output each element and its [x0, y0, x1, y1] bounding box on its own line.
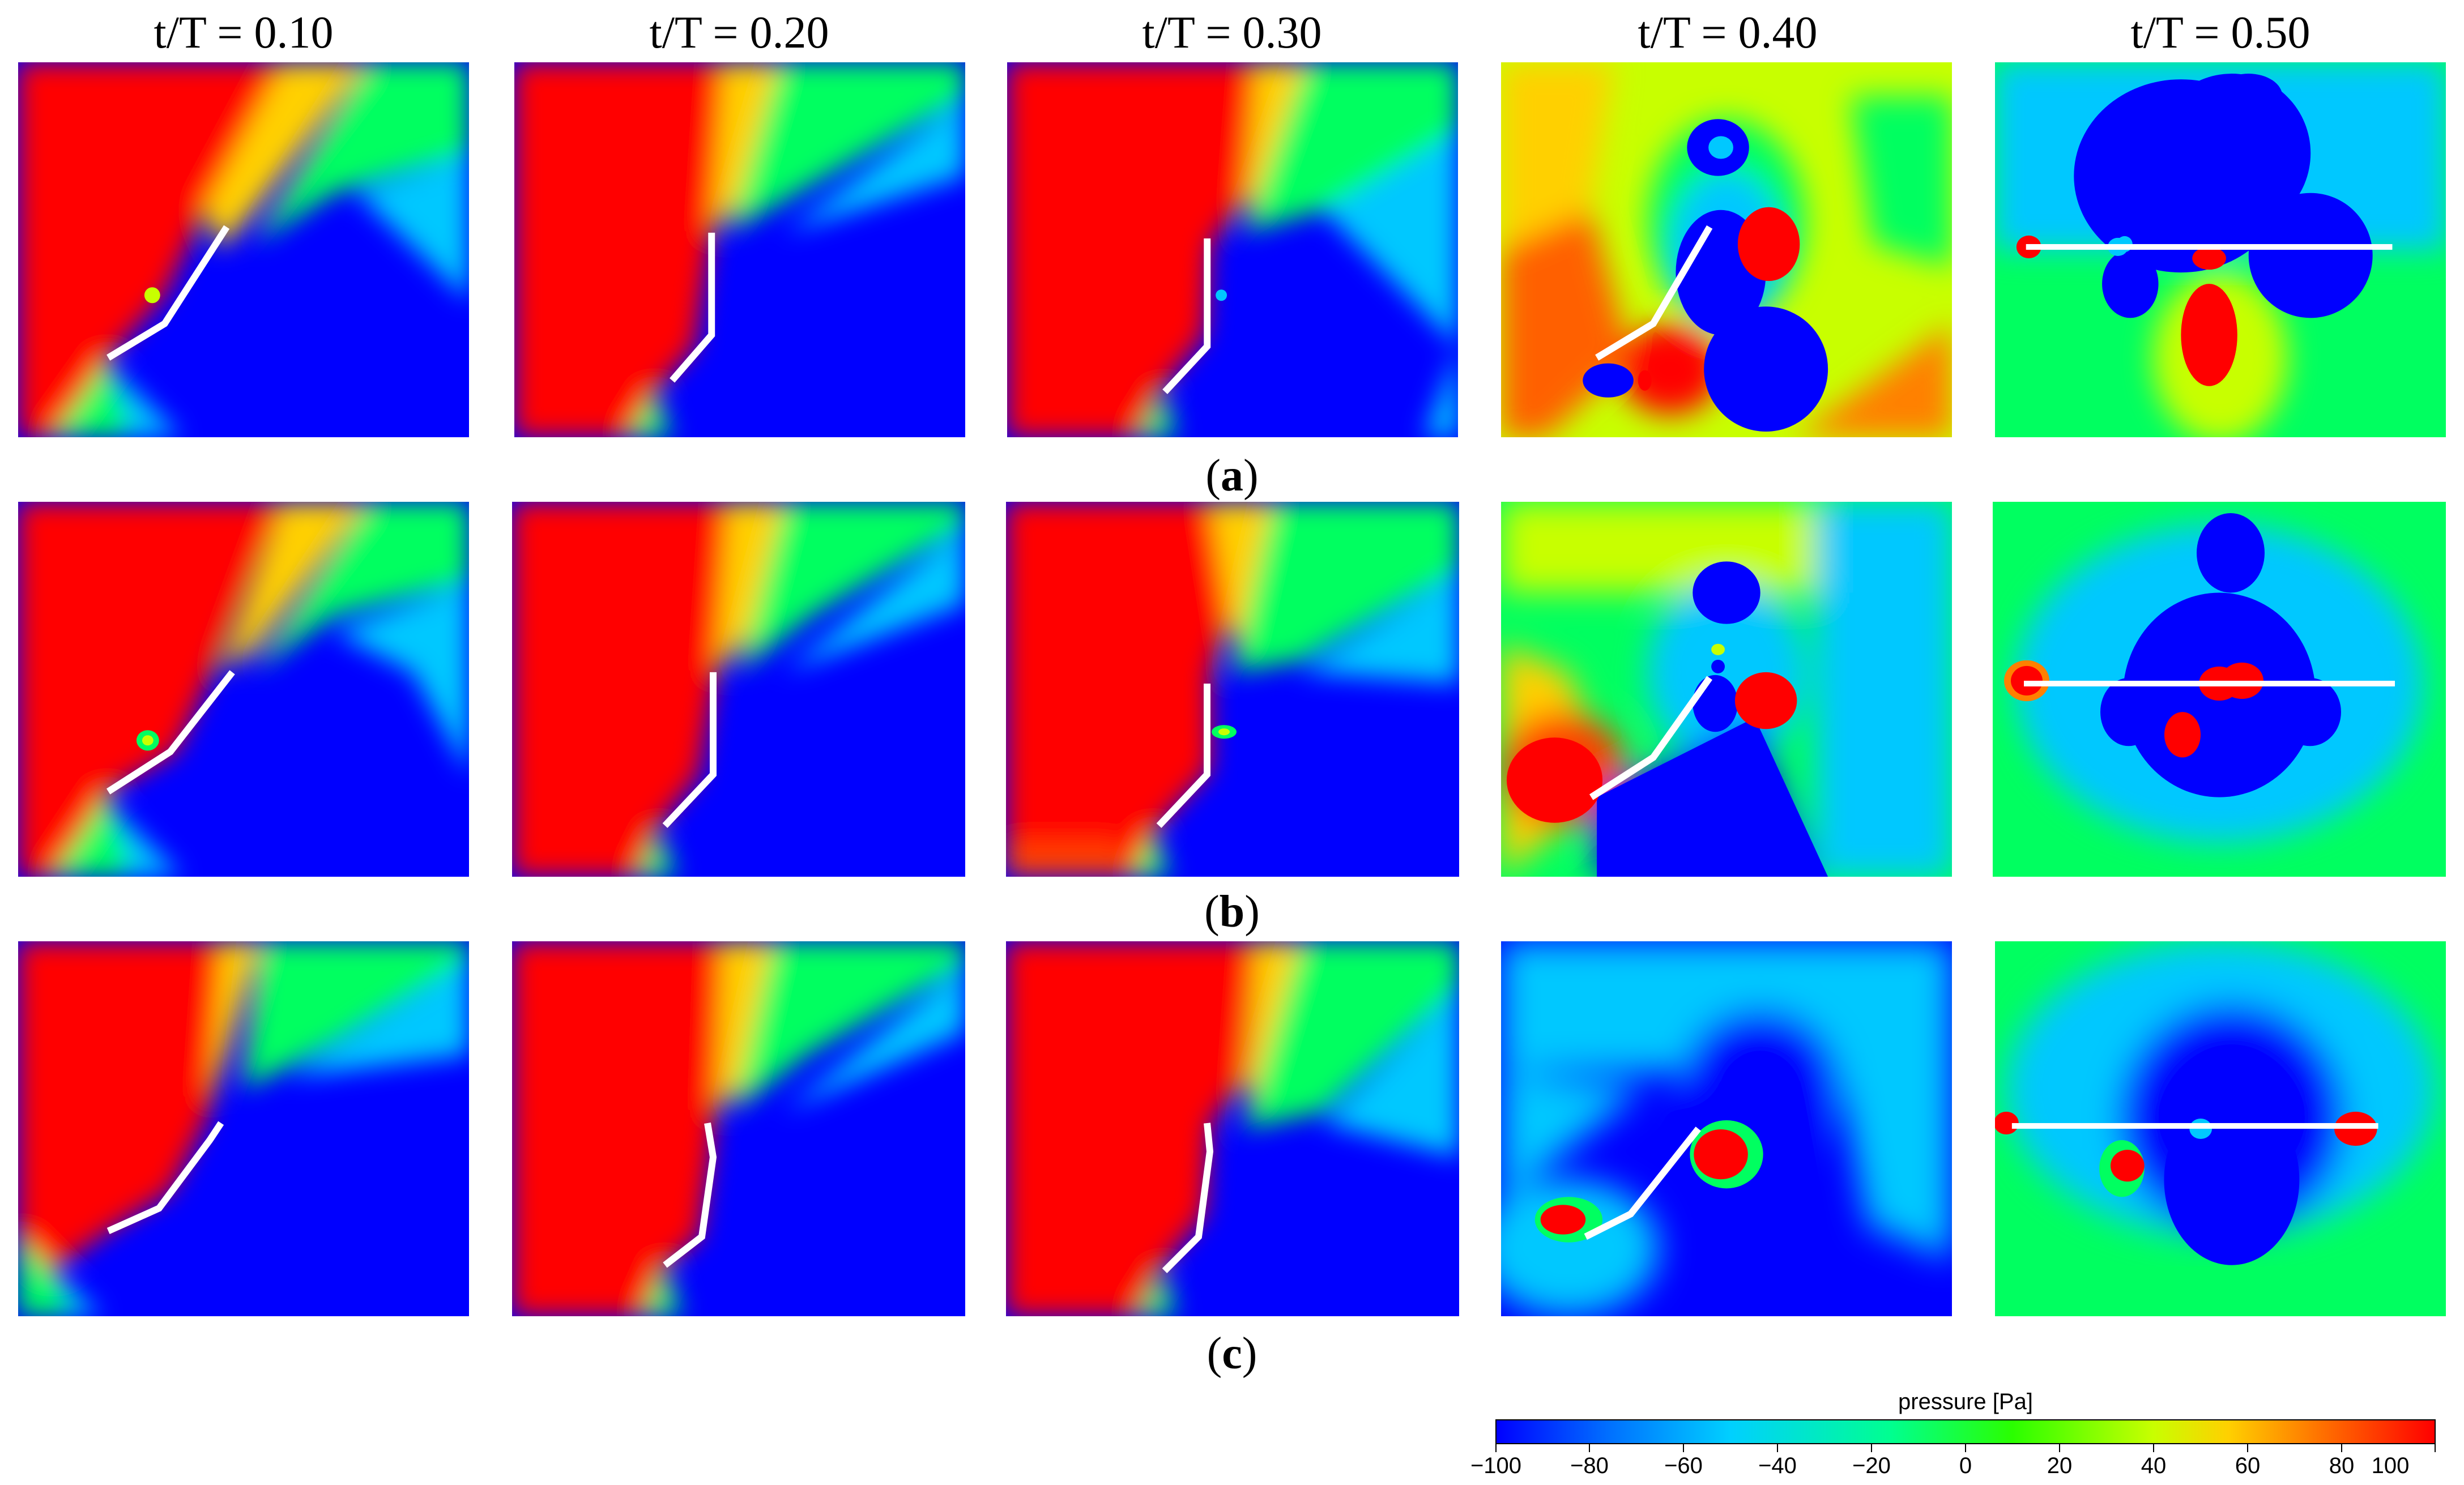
- colorbar-tick: [1495, 1444, 1497, 1452]
- row-label-b: (b): [1204, 887, 1260, 937]
- colorbar-tick-label: −20: [1852, 1453, 1891, 1478]
- contour-panel-b-2: [512, 502, 965, 877]
- contour-panel-c-5: [1995, 941, 2446, 1316]
- contour-panel-b-3: [1006, 502, 1459, 877]
- contour-panel-a-1: [18, 62, 469, 437]
- colorbar-tick-label: 80: [2329, 1453, 2355, 1478]
- column-title-2: t/T = 0.20: [649, 8, 829, 58]
- colorbar-tick: [1683, 1444, 1684, 1452]
- colorbar-tick-label: 0: [1959, 1453, 1972, 1478]
- contour-panel-c-1: [18, 941, 469, 1316]
- colorbar-tick-label: 20: [2047, 1453, 2073, 1478]
- colorbar-tick-label: −60: [1664, 1453, 1703, 1478]
- colorbar-tick: [2247, 1444, 2248, 1452]
- contour-panel-a-4: [1501, 62, 1952, 437]
- contour-panel-a-2: [514, 62, 965, 437]
- row-label-a: (a): [1205, 451, 1259, 501]
- colorbar-tick-label: 100: [2371, 1453, 2410, 1478]
- colorbar-tick-label: −40: [1758, 1453, 1797, 1478]
- column-title-3: t/T = 0.30: [1142, 8, 1322, 58]
- contour-panel-c-2: [512, 941, 965, 1316]
- colorbar-tick: [2341, 1444, 2342, 1452]
- contour-panel-b-1: [18, 502, 469, 877]
- contour-panel-b-4: [1501, 502, 1952, 877]
- contour-panel-c-3: [1006, 941, 1459, 1316]
- colorbar-tick: [1965, 1444, 1966, 1452]
- contour-panel-b-5: [1993, 502, 2446, 877]
- colorbar-tick: [2435, 1444, 2436, 1452]
- column-title-1: t/T = 0.10: [154, 8, 334, 58]
- contour-panel-c-4: [1501, 941, 1952, 1316]
- colorbar-tick: [2153, 1444, 2154, 1452]
- colorbar-gradient: [1495, 1419, 2436, 1444]
- colorbar-title: pressure [Pa]: [1898, 1389, 2033, 1414]
- contour-panel-a-5: [1995, 62, 2446, 437]
- row-label-c: (c): [1207, 1329, 1257, 1379]
- colorbar-tick: [1589, 1444, 1590, 1452]
- colorbar-tick-label: 60: [2235, 1453, 2261, 1478]
- colorbar-tick-label: −80: [1570, 1453, 1609, 1478]
- column-title-4: t/T = 0.40: [1638, 8, 1818, 58]
- colorbar-tick-label: −100: [1470, 1453, 1522, 1478]
- contour-panel-a-3: [1007, 62, 1458, 437]
- column-title-5: t/T = 0.50: [2130, 8, 2310, 58]
- colorbar-tick-label: 40: [2141, 1453, 2167, 1478]
- colorbar-tick: [2059, 1444, 2060, 1452]
- colorbar-tick: [1871, 1444, 1872, 1452]
- colorbar-tick: [1777, 1444, 1778, 1452]
